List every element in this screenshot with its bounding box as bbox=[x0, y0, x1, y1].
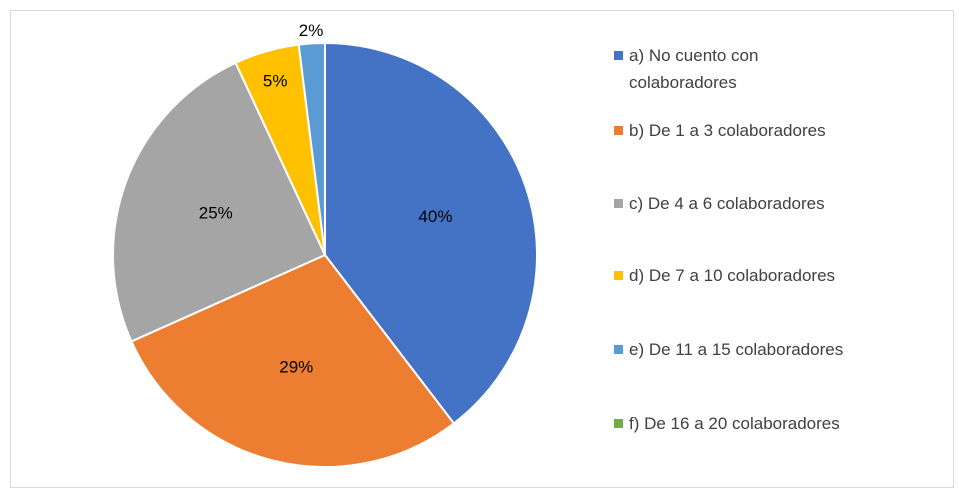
data-label: 5% bbox=[263, 71, 288, 90]
legend-label: a) No cuento con colaboradores bbox=[629, 46, 759, 92]
legend-label: b) De 1 a 3 colaboradores bbox=[629, 121, 826, 140]
legend-entry: b) De 1 a 3 colaboradores bbox=[614, 117, 944, 144]
data-label: 40% bbox=[418, 207, 452, 226]
pie-slice bbox=[324, 41, 538, 425]
legend-swatch bbox=[614, 271, 623, 280]
legend-label: d) De 7 a 10 colaboradores bbox=[629, 266, 836, 285]
legend-entry: d) De 7 a 10 colaboradores bbox=[614, 262, 944, 289]
data-label: 2% bbox=[299, 21, 324, 40]
pie-slice bbox=[130, 253, 456, 468]
legend-entry: a) No cuento con colaboradores bbox=[614, 42, 944, 96]
legend-label: f) De 16 a 20 colaboradores bbox=[629, 414, 840, 433]
pie-slice bbox=[112, 61, 327, 343]
legend-swatch bbox=[614, 345, 623, 354]
legend-swatch bbox=[614, 126, 623, 135]
legend-swatch bbox=[614, 419, 623, 428]
legend-entry: f) De 16 a 20 colaboradores bbox=[614, 410, 944, 437]
legend-label: e) De 11 a 15 colaboradores bbox=[629, 340, 844, 359]
legend-swatch bbox=[614, 199, 623, 208]
legend-entry: e) De 11 a 15 colaboradores bbox=[614, 336, 944, 363]
legend-entry: c) De 4 a 6 colaboradores bbox=[614, 190, 944, 217]
data-label: 25% bbox=[199, 204, 233, 223]
data-label: 29% bbox=[279, 357, 313, 376]
legend-swatch bbox=[614, 51, 623, 60]
chart-frame bbox=[10, 10, 954, 488]
legend-label: c) De 4 a 6 colaboradores bbox=[629, 194, 825, 213]
